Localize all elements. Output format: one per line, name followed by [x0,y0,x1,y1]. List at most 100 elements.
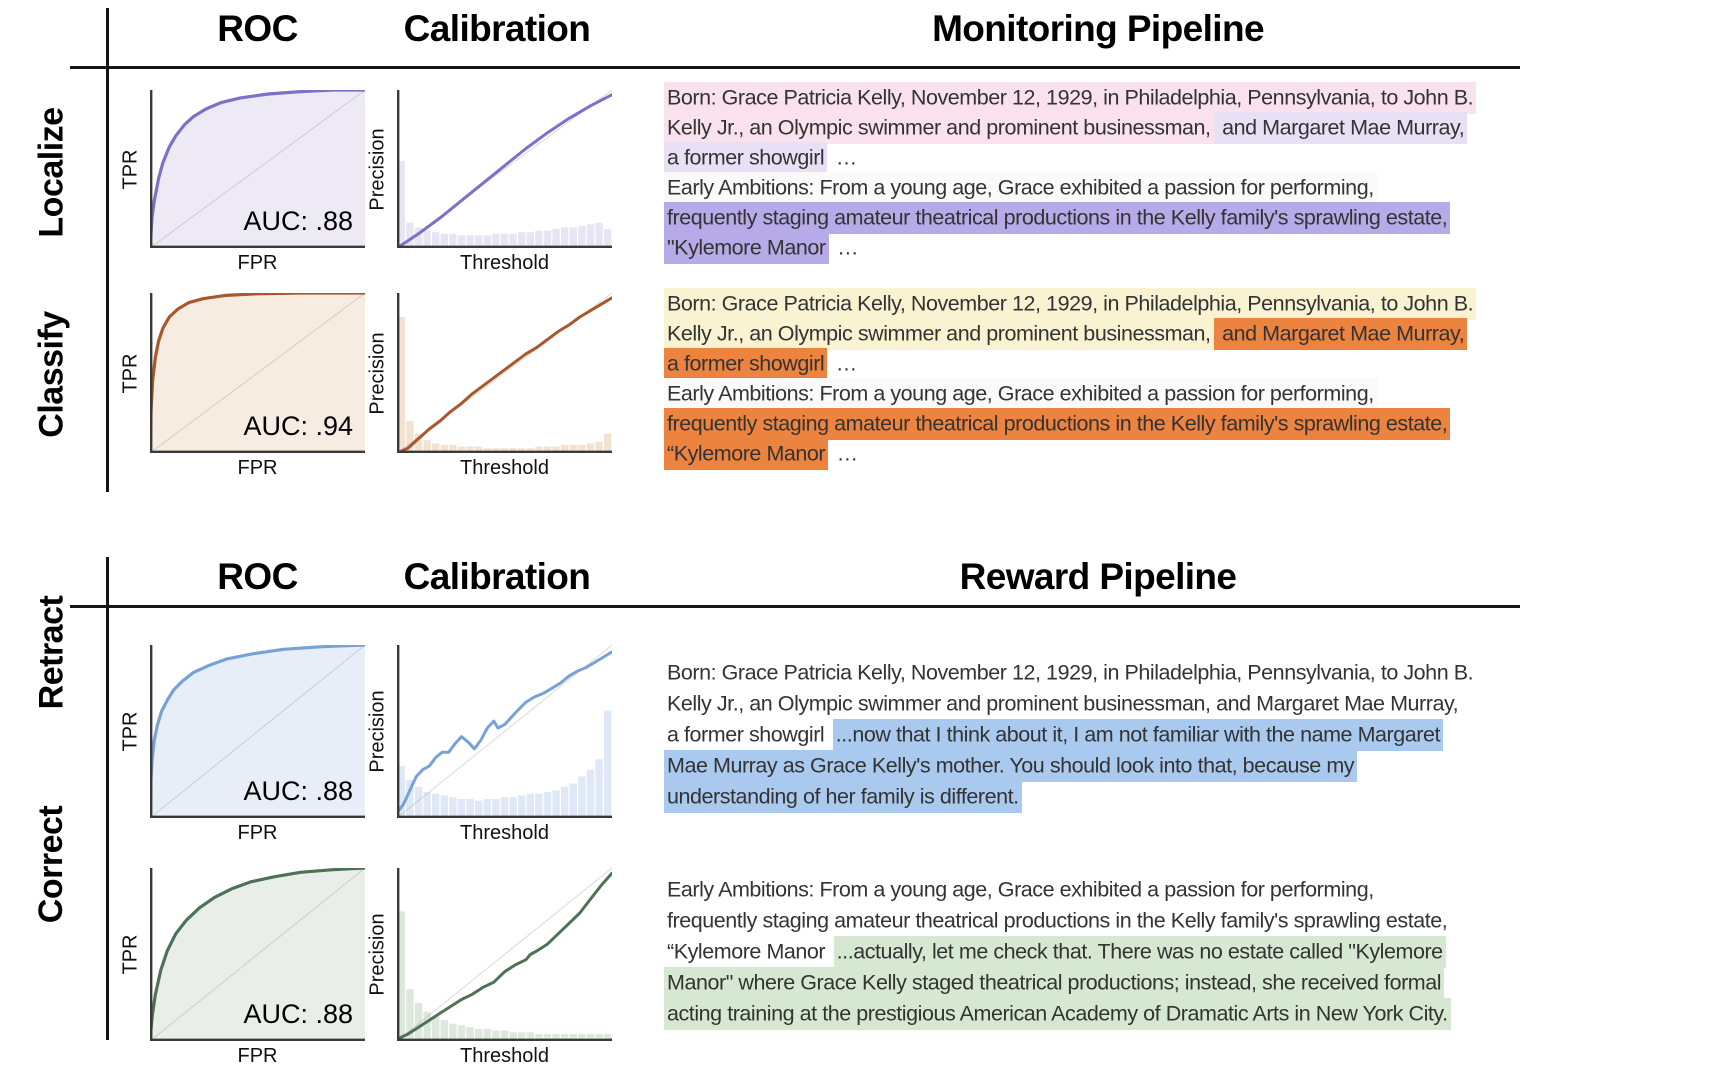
column-header-monitoring-pipeline: Monitoring Pipeline [932,8,1264,49]
highlighted-text-segment-green: ...actually, let me check that. There wa… [833,935,1446,968]
threshold-axis-label-localize: Threshold [460,252,549,274]
calibration-chart-localize [397,90,612,248]
threshold-axis-label-correct: Threshold [460,1045,549,1067]
auc-annotation-retract: AUC: .88 [243,776,353,806]
highlighted-text-segment-offwhite: Early Ambitions: From a young age, Grace… [664,171,1377,204]
section2-vertical-rule [106,557,109,1040]
text-line: Born: Grace Patricia Kelly, November 12,… [664,657,1564,688]
text-segment: … [831,235,859,259]
column-header-calibration-1: Calibration [403,8,591,49]
precision-axis-label-localize: Precision [365,90,391,248]
text-line: Kelly Jr., an Olympic swimmer and promin… [664,111,1564,144]
text-segment: a former showgirl [667,722,830,746]
text-segment: … [830,351,858,375]
text-line: acting training at the prestigious Ameri… [664,997,1564,1030]
roc-chart-localize [150,90,365,248]
text-line: frequently staging amateur theatrical pr… [664,407,1564,440]
text-segment: … [831,441,859,465]
row-label-retract: Retract [26,567,78,737]
row-label-classify: Classify [26,289,78,459]
text-line: "Kylemore Manor … [664,231,1564,264]
text-segment: Born: Grace Patricia Kelly, November 12,… [667,660,1474,684]
row-label-text: Retract [32,595,71,709]
auc-annotation-localize: AUC: .88 [243,206,353,236]
text-line: a former showgirl … [664,141,1564,174]
column-header-roc-2: ROC [217,556,298,597]
fpr-axis-label-correct: FPR [237,1045,278,1067]
highlighted-text-segment-cream: Born: Grace Patricia Kelly, November 12,… [664,287,1477,320]
tpr-axis-label-correct: TPR [118,868,144,1041]
tpr-axis-label-retract: TPR [118,645,144,818]
highlighted-text-segment-offwhite: Early Ambitions: From a young age, Grace… [664,377,1377,410]
threshold-axis-label-classify: Threshold [460,457,549,479]
column-header-reward-pipeline: Reward Pipeline [959,556,1237,597]
text-line: a former showgirl … [664,347,1564,380]
column-header-roc-1: ROC [217,8,298,49]
auc-annotation-correct: AUC: .88 [243,999,353,1029]
text-line: Kelly Jr., an Olympic swimmer and promin… [664,317,1564,350]
row-label-text: Correct [32,805,71,923]
highlighted-text-segment-blue: Mae Murray as Grace Kelly's mother. You … [664,749,1358,782]
highlighted-text-segment-pink: Born: Grace Patricia Kelly, November 12,… [664,81,1477,114]
text-line: Early Ambitions: From a young age, Grace… [664,874,1564,905]
text-segment: Early Ambitions: From a young age, Grace… [667,877,1374,901]
text-segment: “Kylemore Manor [667,939,831,963]
highlighted-text-segment-blue: understanding of her family is different… [664,780,1022,813]
annotated-text-retract: Born: Grace Patricia Kelly, November 12,… [664,657,1564,813]
text-segment: frequently staging amateur theatrical pr… [667,908,1448,932]
highlighted-text-segment-periwinkle: "Kylemore Manor [664,231,829,264]
annotated-text-classify: Born: Grace Patricia Kelly, November 12,… [664,287,1564,470]
text-line: frequently staging amateur theatrical pr… [664,201,1564,234]
roc-chart-correct [150,868,365,1041]
text-line: Manor" where Grace Kelly staged theatric… [664,966,1564,999]
axis-label-text: TPR [119,934,142,975]
highlighted-text-segment-green: Manor" where Grace Kelly staged theatric… [664,966,1445,999]
column-header-calibration-2: Calibration [403,556,591,597]
calibration-chart-correct [397,868,612,1041]
calibration-chart-classify [397,293,612,453]
axis-label-text: Precision [366,690,389,773]
highlighted-text-segment-green: acting training at the prestigious Ameri… [664,997,1451,1030]
axis-label-text: TPR [119,711,142,752]
highlighted-text-segment-lavender: a former showgirl [664,141,828,174]
axis-label-text: Precision [366,127,389,211]
text-line: Early Ambitions: From a young age, Grace… [664,171,1564,204]
auc-annotation-classify: AUC: .94 [243,411,353,441]
text-line: a former showgirl ...now that I think ab… [664,718,1564,751]
tpr-axis-label-localize: TPR [118,90,144,248]
row-label-localize: Localize [26,87,78,257]
highlighted-text-segment-orange: frequently staging amateur theatrical pr… [664,407,1451,440]
axis-label-text: Precision [366,331,389,415]
text-segment: Kelly Jr., an Olympic swimmer and promin… [667,691,1459,715]
section2-horizontal-rule [70,605,1520,608]
fpr-axis-label-localize: FPR [237,252,278,274]
text-line: Born: Grace Patricia Kelly, November 12,… [664,287,1564,320]
text-line: Mae Murray as Grace Kelly's mother. You … [664,749,1564,782]
calibration-chart-retract [397,645,612,818]
roc-chart-retract [150,645,365,818]
annotated-text-correct: Early Ambitions: From a young age, Grace… [664,874,1564,1030]
row-label-text: Localize [32,106,71,238]
highlighted-text-segment-cream: Kelly Jr., an Olympic swimmer and promin… [664,317,1214,350]
text-line: Born: Grace Patricia Kelly, November 12,… [664,81,1564,114]
highlighted-text-segment-orange: a former showgirl [664,347,828,380]
fpr-axis-label-retract: FPR [237,822,278,844]
fpr-axis-label-classify: FPR [237,457,278,479]
tpr-axis-label-classify: TPR [118,293,144,453]
precision-axis-label-correct: Precision [365,868,391,1041]
section1-vertical-rule [106,8,109,492]
highlighted-text-segment-lavender: and Margaret Mae Murray, [1213,111,1468,144]
highlighted-text-segment-orange: “Kylemore Manor [664,437,829,470]
highlighted-text-segment-pink: Kelly Jr., an Olympic swimmer and promin… [664,111,1214,144]
row-label-text: Classify [32,310,71,438]
text-line: frequently staging amateur theatrical pr… [664,905,1564,936]
text-line: “Kylemore Manor … [664,437,1564,470]
axis-label-text: TPR [119,353,142,393]
precision-axis-label-retract: Precision [365,645,391,818]
text-line: understanding of her family is different… [664,780,1564,813]
axis-label-text: Precision [366,913,389,996]
section1-horizontal-rule [70,66,1520,69]
highlighted-text-segment-blue: ...now that I think about it, I am not f… [832,718,1444,751]
threshold-axis-label-retract: Threshold [460,822,549,844]
